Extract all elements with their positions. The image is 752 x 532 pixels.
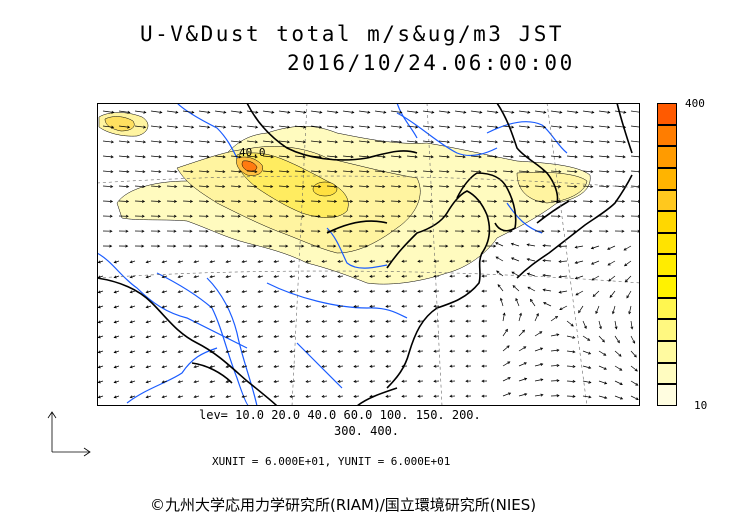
- color-scale-step: [657, 297, 677, 320]
- graticule: [97, 103, 640, 406]
- copyright-text: ©九州大学応用力学研究所(RIAM)/国立環境研究所(NIES): [150, 496, 537, 514]
- coastlines: [97, 103, 633, 406]
- color-scale-step: [657, 362, 677, 385]
- contour-levels-line1: lev= 10.0 20.0 40.0 60.0 100. 150. 200.: [199, 408, 481, 422]
- wind-vectors: [97, 110, 640, 401]
- chart-timestamp: 2016/10/24.06:00:00: [287, 51, 575, 75]
- color-scale-step: [657, 189, 677, 212]
- color-scale-min-label: 10: [694, 399, 708, 412]
- color-scale-step: [657, 211, 677, 233]
- color-scale-step: [657, 384, 677, 406]
- dust-map: 40.0: [97, 103, 640, 406]
- color-scale-step: [657, 146, 677, 168]
- color-scale-step: [657, 341, 677, 363]
- color-scale-step: [657, 254, 677, 277]
- chart-title: U-V&Dust total m/s&ug/m3 JST: [140, 22, 565, 46]
- color-scale-step: [657, 103, 677, 125]
- color-scale-bar: [657, 103, 677, 406]
- color-scale-step: [657, 319, 677, 342]
- vector-unit-text: XUNIT = 6.000E+01, YUNIT = 6.000E+01: [212, 455, 451, 468]
- color-scale-step: [657, 167, 677, 190]
- contour-levels-line2: 300. 400.: [334, 424, 400, 438]
- color-scale-max-label: 400: [685, 97, 705, 110]
- vector-reference-axes-icon: [47, 411, 91, 457]
- color-scale-step: [657, 276, 677, 298]
- contour-label: 40.0: [239, 146, 266, 159]
- color-scale-step: [657, 232, 677, 255]
- dust-plume: [98, 112, 591, 285]
- color-scale-step: [657, 124, 677, 147]
